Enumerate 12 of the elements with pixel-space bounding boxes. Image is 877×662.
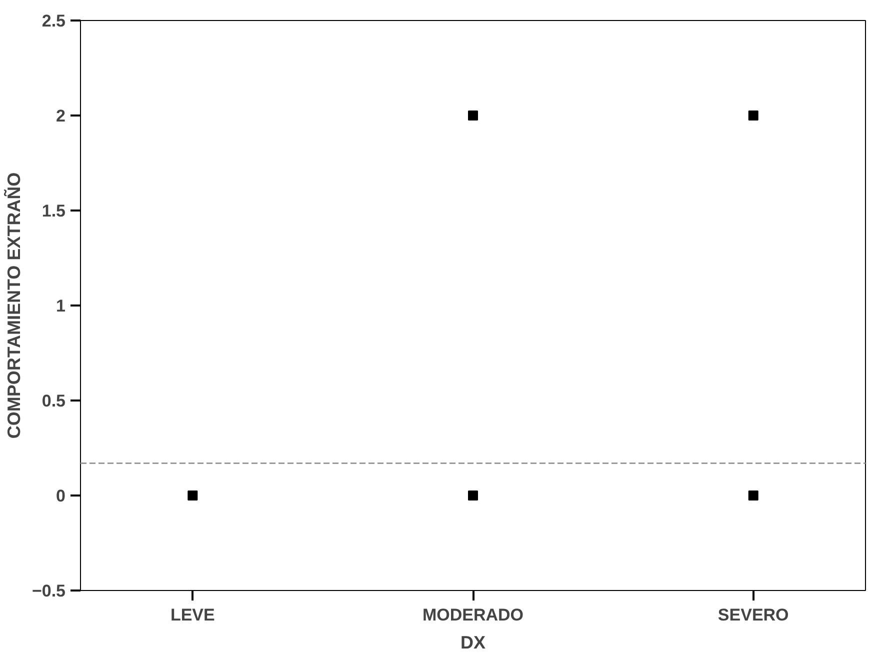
- y-tick-label: 2.5: [42, 12, 66, 30]
- x-tick-label: SEVERO: [718, 606, 789, 624]
- x-tick-label: MODERADO: [422, 606, 524, 624]
- y-tick-label: 0: [56, 486, 66, 506]
- y-tick-label: 1.5: [42, 202, 66, 220]
- x-tick-label: LEVE: [170, 606, 215, 624]
- y-tick-label: 1: [56, 296, 66, 316]
- y-tick-label: −0.5: [32, 582, 66, 600]
- y-tick-label: 0.5: [42, 392, 66, 410]
- y-axis-title: COMPORTAMIENTO EXTRAÑO: [2, 172, 24, 439]
- y-tick-label: 2: [56, 106, 66, 126]
- x-axis-title: DX: [460, 632, 486, 652]
